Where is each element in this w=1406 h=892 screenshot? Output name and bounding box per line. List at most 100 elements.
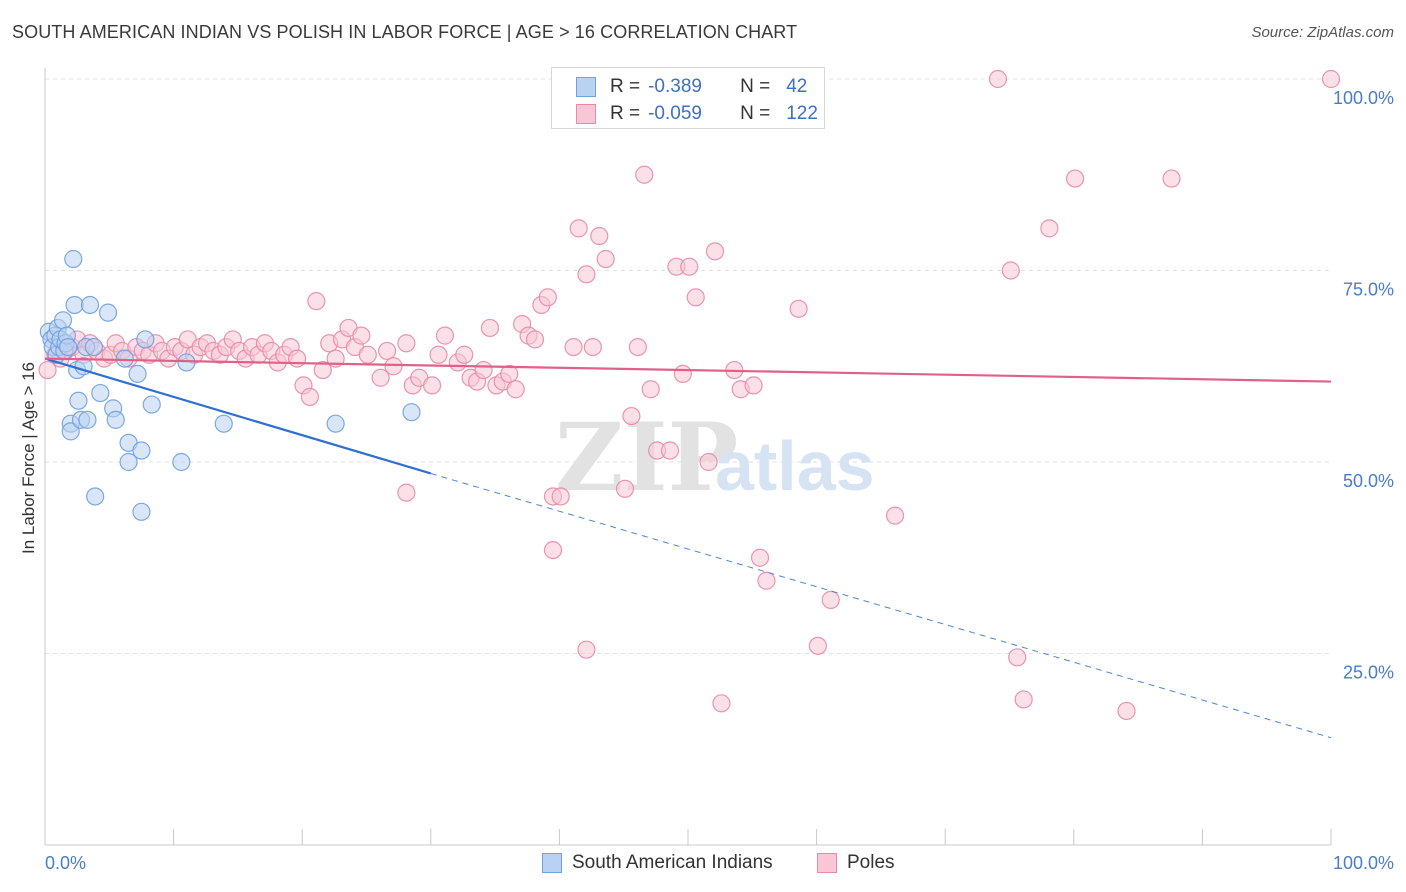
point-poles [38, 360, 57, 380]
point-poles [590, 226, 609, 246]
watermark: ZIP atlas [555, 403, 875, 513]
point-south-american-indians [136, 330, 155, 349]
point-poles [525, 330, 545, 349]
legend-label: South American Indians [572, 852, 773, 873]
legend-item-poles[interactable]: Poles [817, 852, 895, 874]
y-tick-label: 75.0% [1343, 280, 1394, 300]
point-poles [564, 338, 583, 357]
point-south-american-indians [84, 338, 103, 357]
point-poles [1040, 219, 1059, 238]
y-axis-title: In Labor Force | Age > 16 [19, 362, 38, 554]
point-south-american-indians [214, 414, 233, 433]
legend-n-value: 122 [786, 103, 818, 124]
point-poles [596, 249, 615, 269]
legend-row-south-american-indians: R = -0.389 N = 42 [576, 74, 807, 100]
point-poles [1065, 169, 1085, 188]
point-poles [699, 452, 718, 472]
data-points [38, 69, 1341, 721]
point-poles [506, 380, 525, 399]
point-south-american-indians [78, 410, 97, 429]
point-south-american-indians [142, 395, 161, 414]
point-poles [1162, 169, 1181, 188]
y-tick-label: 25.0% [1343, 663, 1394, 683]
legend-item-south-american-indians[interactable]: South American Indians [542, 852, 773, 874]
point-poles [744, 376, 763, 395]
point-south-american-indians [86, 487, 105, 506]
trend-line-poles [44, 357, 1332, 383]
legend-swatch-blue [542, 853, 562, 873]
point-poles [885, 506, 905, 525]
point-poles [455, 345, 474, 364]
point-poles [622, 406, 641, 426]
x-tick-label-max: 100.0% [1333, 853, 1394, 873]
legend-row-poles: R = -0.059 N = 122 [576, 101, 818, 127]
watermark-atlas: atlas [715, 427, 875, 505]
point-south-american-indians [64, 249, 83, 269]
point-south-american-indians [132, 441, 151, 460]
legend-swatch-blue [576, 77, 596, 97]
point-south-american-indians [65, 295, 84, 315]
point-south-american-indians [402, 403, 421, 422]
point-south-american-indians [132, 502, 151, 521]
point-south-american-indians [61, 422, 80, 441]
point-poles [1001, 261, 1020, 280]
point-poles [750, 548, 770, 567]
point-south-american-indians [91, 383, 110, 403]
point-poles [1014, 690, 1033, 709]
point-poles [313, 360, 332, 380]
legend-r-value: -0.059 [648, 103, 702, 124]
point-poles [307, 292, 326, 311]
point-poles [988, 69, 1008, 89]
y-tick-label: 50.0% [1343, 471, 1394, 491]
point-poles [615, 479, 635, 498]
point-poles [577, 265, 596, 284]
x-ticks [173, 829, 1332, 845]
point-poles [551, 487, 570, 506]
point-poles [635, 165, 654, 184]
point-poles [397, 334, 416, 353]
point-south-american-indians [172, 452, 191, 472]
point-south-american-indians [53, 311, 73, 330]
point-poles [429, 345, 448, 364]
legend-r-label: R = [610, 76, 641, 97]
point-poles [641, 380, 660, 399]
point-poles [673, 364, 692, 384]
y-tick-labels: 25.0% 50.0% 75.0% 100.0% [1333, 88, 1394, 683]
point-poles [500, 364, 519, 384]
point-poles [789, 299, 808, 318]
point-poles [808, 636, 827, 655]
point-south-american-indians [59, 338, 78, 357]
trend-lines [44, 357, 1332, 739]
point-poles [397, 483, 416, 502]
point-south-american-indians [326, 414, 345, 433]
point-poles [1117, 701, 1136, 721]
point-poles [287, 349, 307, 368]
point-poles [1321, 69, 1341, 89]
point-poles [300, 387, 320, 406]
legend-n-label: N = [740, 103, 771, 124]
legend-swatch-pink [576, 104, 596, 124]
point-poles [705, 242, 725, 261]
point-south-american-indians [69, 391, 88, 410]
x-tick-label-min: 0.0% [45, 853, 86, 873]
point-poles [538, 288, 557, 307]
legend-n-label: N = [740, 76, 771, 97]
point-poles [821, 590, 840, 609]
legend-r-label: R = [610, 103, 641, 124]
point-south-american-indians [177, 353, 196, 372]
gridlines [45, 78, 1331, 654]
correlation-legend: R = -0.389 N = 42 R = -0.059 N = 122 [551, 67, 825, 129]
point-poles [577, 640, 596, 659]
point-south-american-indians [106, 410, 125, 429]
point-poles [1008, 648, 1027, 667]
point-poles [660, 441, 680, 460]
point-poles [474, 360, 493, 380]
chart-title: SOUTH AMERICAN INDIAN VS POLISH IN LABOR… [12, 22, 798, 42]
point-poles [480, 318, 500, 338]
point-poles [680, 257, 699, 276]
point-poles [583, 338, 602, 357]
trend-line-south-american-indians-extension [430, 473, 1332, 739]
point-poles [757, 571, 776, 590]
point-poles [435, 326, 455, 345]
